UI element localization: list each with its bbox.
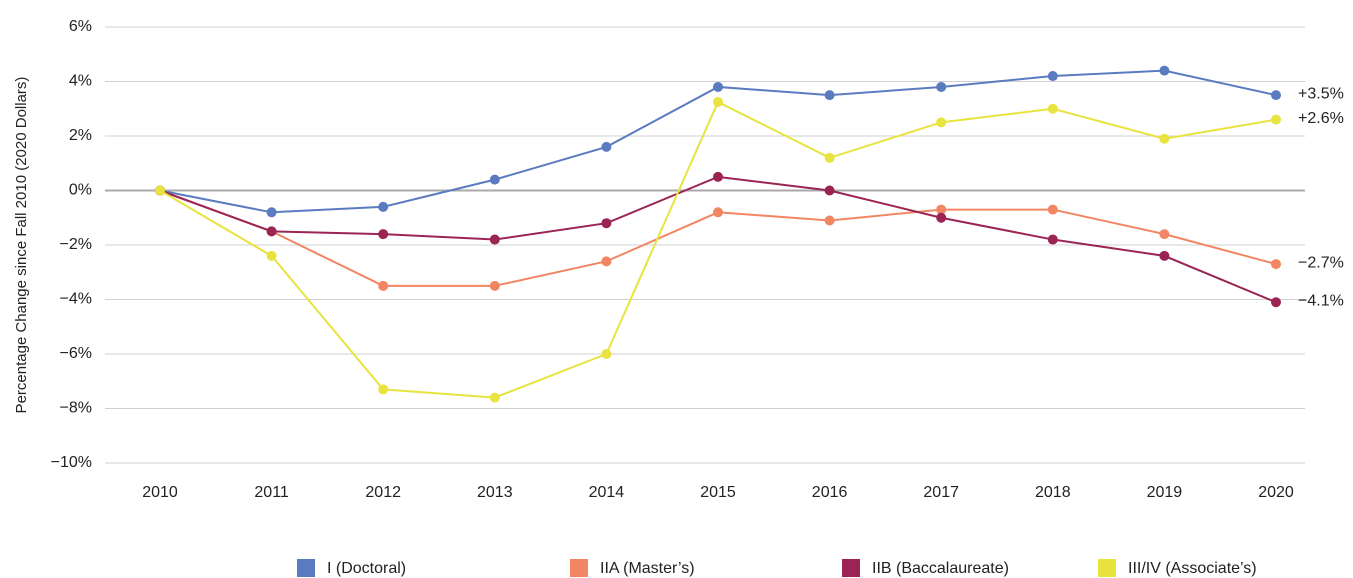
data-point — [1159, 65, 1170, 76]
data-point — [824, 185, 835, 196]
data-point — [936, 212, 947, 223]
x-tick-label: 2020 — [1258, 484, 1294, 501]
data-label: −2.7% — [1298, 254, 1344, 271]
data-point — [824, 90, 835, 101]
legend-swatch — [570, 559, 588, 577]
data-point — [1271, 90, 1281, 101]
data-point — [824, 215, 835, 226]
data-point — [1047, 71, 1058, 82]
data-point — [378, 280, 389, 291]
data-point — [601, 141, 612, 152]
x-tick-label: 2015 — [700, 484, 736, 501]
data-point — [1159, 229, 1170, 240]
data-point — [1159, 133, 1170, 144]
data-point — [713, 207, 723, 218]
data-point — [1271, 297, 1281, 308]
data-point — [601, 218, 612, 229]
data-point — [1047, 103, 1058, 114]
series-line — [159, 189, 1277, 287]
series-line — [159, 100, 1277, 399]
x-tick-label: 2013 — [477, 484, 513, 501]
x-tick-label: 2017 — [923, 484, 959, 501]
data-point — [489, 280, 500, 291]
data-label: −4.1% — [1298, 292, 1344, 309]
legend-label: III/IV (Associate’s) — [1128, 560, 1257, 577]
data-point — [1271, 114, 1281, 125]
data-point — [1047, 204, 1058, 215]
data-point — [936, 81, 947, 92]
data-point — [713, 171, 723, 182]
data-point — [601, 256, 612, 267]
legend-swatch — [297, 559, 315, 577]
y-tick-label: −10% — [51, 454, 92, 471]
series-line — [159, 175, 1277, 304]
y-axis-label: Percentage Change since Fall 2010 (2020 … — [13, 77, 30, 414]
data-point — [489, 234, 500, 245]
data-point — [266, 207, 277, 218]
y-tick-label: −8% — [60, 400, 92, 417]
legend-swatch — [1098, 559, 1116, 577]
data-point — [489, 174, 500, 185]
data-point — [601, 349, 612, 359]
data-point — [378, 229, 389, 240]
y-tick-label: 6% — [69, 18, 92, 35]
data-point — [1047, 234, 1058, 245]
data-point — [489, 392, 500, 403]
data-point — [155, 185, 165, 196]
data-label: +2.6% — [1298, 110, 1344, 127]
legend-label: IIA (Master’s) — [600, 560, 695, 577]
data-point — [713, 81, 723, 92]
data-label: +3.5% — [1298, 85, 1344, 102]
x-tick-label: 2018 — [1035, 484, 1071, 501]
data-point — [378, 201, 389, 212]
y-tick-label: −2% — [60, 236, 92, 253]
legend-label: IIB (Baccalaureate) — [872, 560, 1009, 577]
y-tick-label: 0% — [69, 182, 92, 199]
data-point — [936, 117, 947, 128]
data-point — [266, 226, 277, 237]
x-tick-label: 2014 — [589, 484, 625, 501]
y-tick-label: −4% — [60, 291, 92, 308]
data-point — [713, 96, 723, 107]
x-tick-label: 2019 — [1147, 484, 1183, 501]
x-tick-label: 2011 — [254, 484, 289, 501]
data-point — [936, 204, 947, 215]
x-tick-label: 2010 — [142, 484, 178, 501]
x-tick-label: 2016 — [812, 484, 848, 501]
x-tick-label: 2012 — [365, 484, 401, 501]
data-point — [1159, 250, 1170, 261]
data-point — [378, 384, 389, 395]
legend-swatch — [842, 559, 860, 577]
data-point — [1271, 259, 1281, 270]
y-tick-label: 2% — [69, 127, 92, 144]
y-tick-label: 4% — [69, 73, 92, 90]
y-tick-label: −6% — [60, 345, 92, 362]
legend-label: I (Doctoral) — [327, 560, 406, 577]
data-point — [824, 152, 835, 163]
data-point — [266, 250, 277, 261]
